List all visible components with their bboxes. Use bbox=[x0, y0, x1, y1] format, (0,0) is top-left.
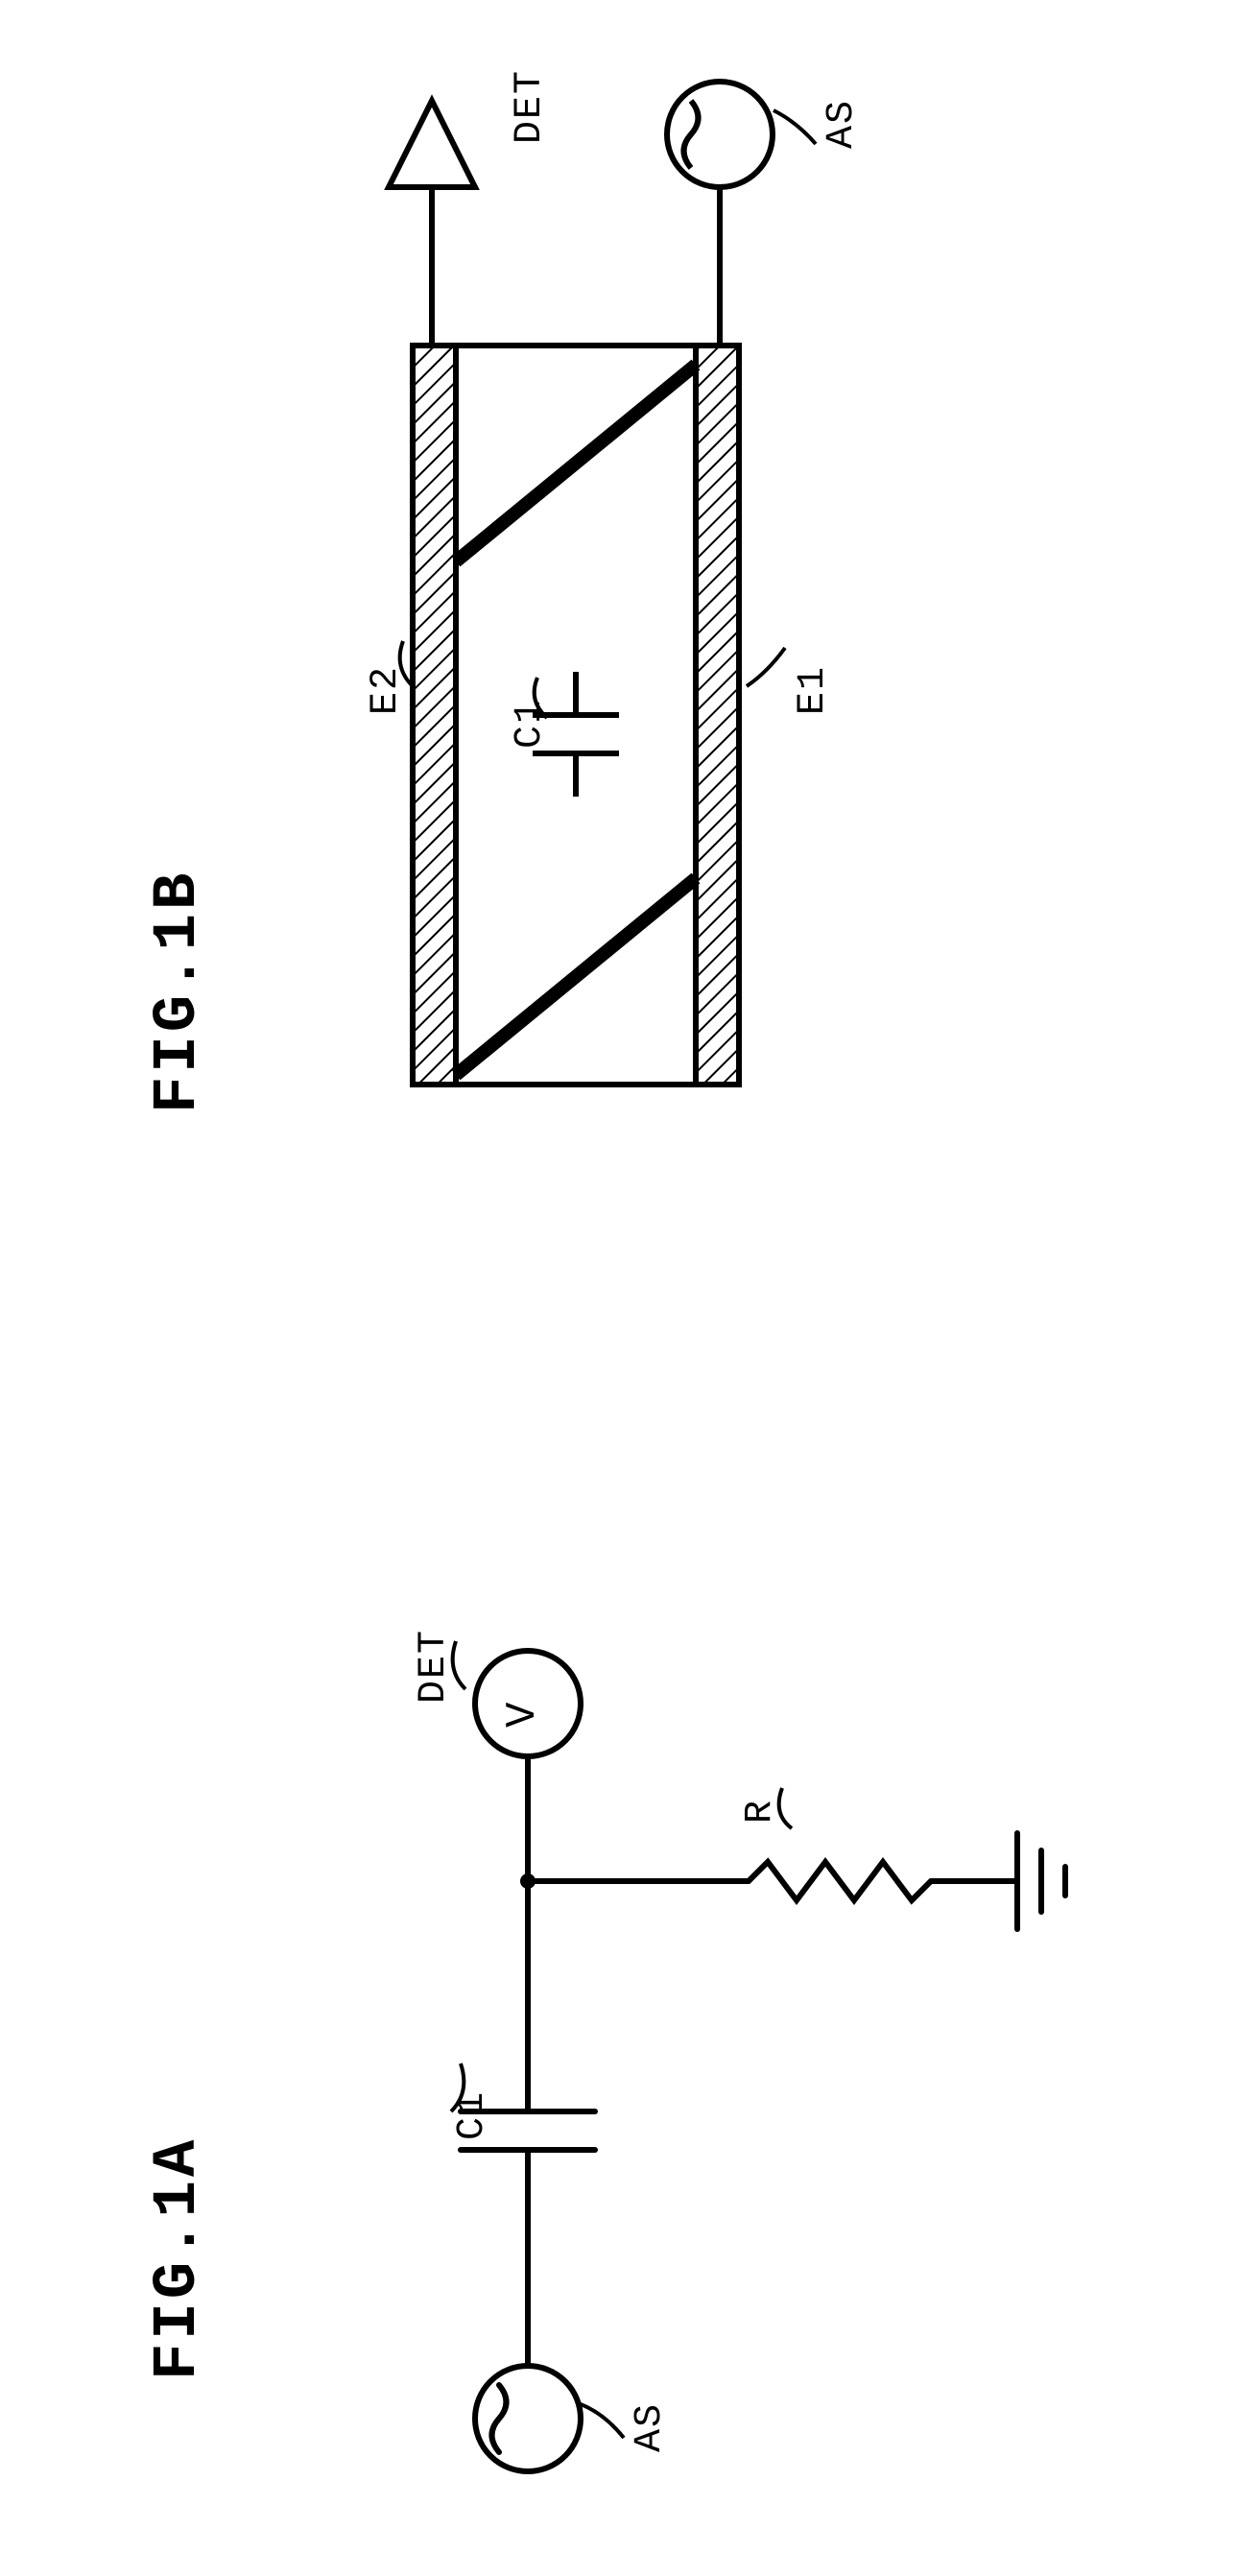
diagonal-lower bbox=[456, 878, 696, 1075]
det-label-b: DET bbox=[509, 69, 552, 144]
as-label-b: AS bbox=[821, 99, 864, 149]
as-circle-b bbox=[667, 82, 773, 187]
e2-leader bbox=[379, 633, 427, 691]
e1-leader bbox=[739, 638, 797, 696]
e1-label: E1 bbox=[792, 665, 835, 715]
diagonal-upper bbox=[456, 365, 696, 561]
det-triangle bbox=[389, 101, 475, 187]
c1-leader-b bbox=[513, 672, 561, 725]
figure-1b-svg bbox=[0, 0, 1238, 2576]
as-sine-b bbox=[684, 101, 699, 168]
as-leader-b bbox=[768, 101, 825, 154]
electrode-e1 bbox=[696, 346, 739, 1085]
electrode-e2 bbox=[413, 346, 456, 1085]
